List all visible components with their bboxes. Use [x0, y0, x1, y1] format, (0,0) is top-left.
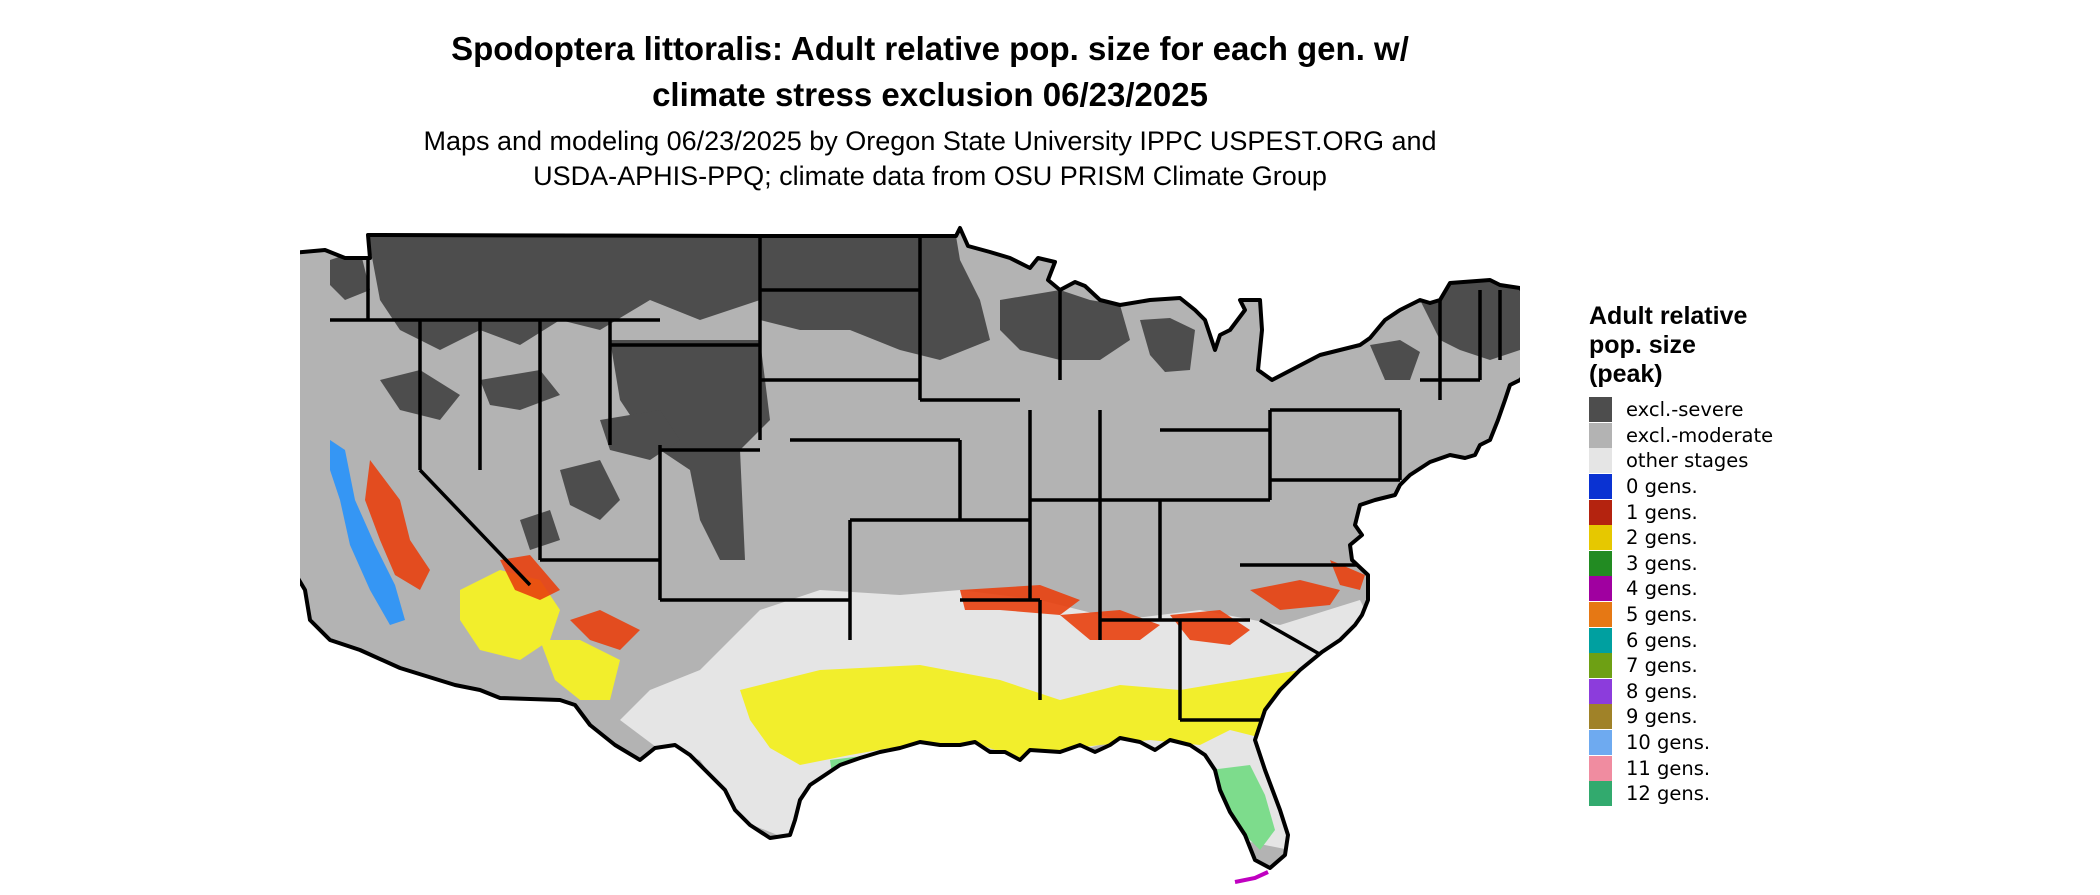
legend-swatch — [1589, 525, 1612, 551]
one-gen-zone — [1250, 580, 1340, 610]
map-title: Spodoptera littoralis: Adult relative po… — [330, 26, 1530, 118]
subtitle-line-2: USDA-APHIS-PPQ; climate data from OSU PR… — [533, 161, 1327, 191]
legend-item: 4 gens. — [1589, 576, 1849, 602]
severe-zone — [560, 460, 620, 520]
subtitle-line-1: Maps and modeling 06/23/2025 by Oregon S… — [423, 126, 1437, 156]
state-boundary — [418, 468, 532, 587]
legend-swatch — [1589, 730, 1612, 756]
legend-swatch — [1589, 499, 1612, 525]
one-gen-zone — [365, 460, 430, 590]
legend-swatch — [1589, 781, 1612, 807]
severe-zone — [1140, 318, 1195, 372]
severe-zone — [760, 236, 990, 360]
legend-label: 7 gens. — [1626, 654, 1698, 678]
one-gen-zone — [1330, 560, 1365, 590]
legend-label: 6 gens. — [1626, 628, 1698, 652]
legend-item: excl.-moderate — [1589, 422, 1849, 449]
legend-swatch — [1589, 627, 1612, 653]
legend-swatch — [1589, 422, 1612, 448]
one-gen-zone — [1060, 610, 1160, 640]
legend-label: 4 gens. — [1626, 577, 1698, 601]
legend-label: 9 gens. — [1626, 705, 1698, 729]
legend-label: 10 gens. — [1626, 731, 1711, 755]
legend-rows: excl.-severe excl.-moderate other stages 0 … — [1589, 397, 1849, 807]
twelve-gen-zone — [1210, 765, 1275, 850]
legend-swatch — [1589, 576, 1612, 602]
severe-zone — [330, 250, 370, 300]
legend-label: other stages — [1626, 449, 1749, 473]
legend-label: excl.-severe — [1626, 398, 1744, 422]
severe-zone — [1370, 340, 1420, 380]
map-legend: Adult relative pop. size (peak) excl.-se… — [1589, 302, 1849, 807]
legend-title-line-3: (peak) — [1589, 360, 1663, 388]
legend-item: 1 gens. — [1589, 499, 1849, 525]
legend-item: 12 gens. — [1589, 781, 1849, 807]
one-gen-zone — [570, 610, 640, 650]
legend-title: Adult relative pop. size (peak) — [1589, 302, 1789, 389]
legend-title-line-2: pop. size — [1589, 331, 1696, 359]
legend-label: 0 gens. — [1626, 475, 1698, 499]
legend-swatch — [1589, 653, 1612, 679]
legend-item: 0 gens. — [1589, 474, 1849, 500]
legend-item: 7 gens. — [1589, 653, 1849, 679]
legend-swatch — [1589, 550, 1612, 576]
legend-item: 8 gens. — [1589, 678, 1849, 705]
legend-label: 11 gens. — [1626, 756, 1711, 780]
legend-label: 1 gens. — [1626, 500, 1698, 524]
legend-item: 9 gens. — [1589, 704, 1849, 730]
ten-gen-zone — [330, 440, 405, 625]
florida-keys — [1234, 870, 1269, 884]
legend-item: 11 gens. — [1589, 755, 1849, 781]
legend-swatch — [1589, 755, 1612, 781]
two-gen-zone — [540, 640, 620, 700]
map-layers — [300, 226, 1520, 884]
legend-label: 2 gens. — [1626, 526, 1698, 550]
legend-item: 10 gens. — [1589, 730, 1849, 756]
legend-label: excl.-moderate — [1626, 423, 1774, 447]
legend-label: 8 gens. — [1626, 679, 1698, 703]
one-gen-zone — [500, 555, 560, 600]
title-line-1: Spodoptera littoralis: Adult relative po… — [451, 30, 1409, 67]
us-map — [300, 226, 1520, 884]
legend-swatch — [1589, 448, 1612, 474]
legend-swatch — [1589, 678, 1612, 704]
title-line-2: climate stress exclusion 06/23/2025 — [652, 76, 1208, 113]
legend-label: 3 gens. — [1626, 551, 1698, 575]
legend-item: 6 gens. — [1589, 627, 1849, 653]
legend-item: other stages — [1589, 448, 1849, 474]
legend-label: 12 gens. — [1626, 782, 1711, 806]
legend-title-line-1: Adult relative — [1589, 302, 1748, 330]
legend-swatch — [1589, 397, 1612, 423]
legend-label: 5 gens. — [1626, 603, 1698, 627]
legend-item: 5 gens. — [1589, 602, 1849, 628]
legend-swatch — [1589, 704, 1612, 730]
map-subtitle: Maps and modeling 06/23/2025 by Oregon S… — [330, 124, 1530, 194]
legend-item: excl.-severe — [1589, 397, 1849, 423]
legend-item: 2 gens. — [1589, 525, 1849, 551]
severe-zone — [1000, 290, 1130, 360]
legend-item: 3 gens. — [1589, 550, 1849, 577]
legend-swatch — [1589, 602, 1612, 628]
legend-swatch — [1589, 474, 1612, 500]
